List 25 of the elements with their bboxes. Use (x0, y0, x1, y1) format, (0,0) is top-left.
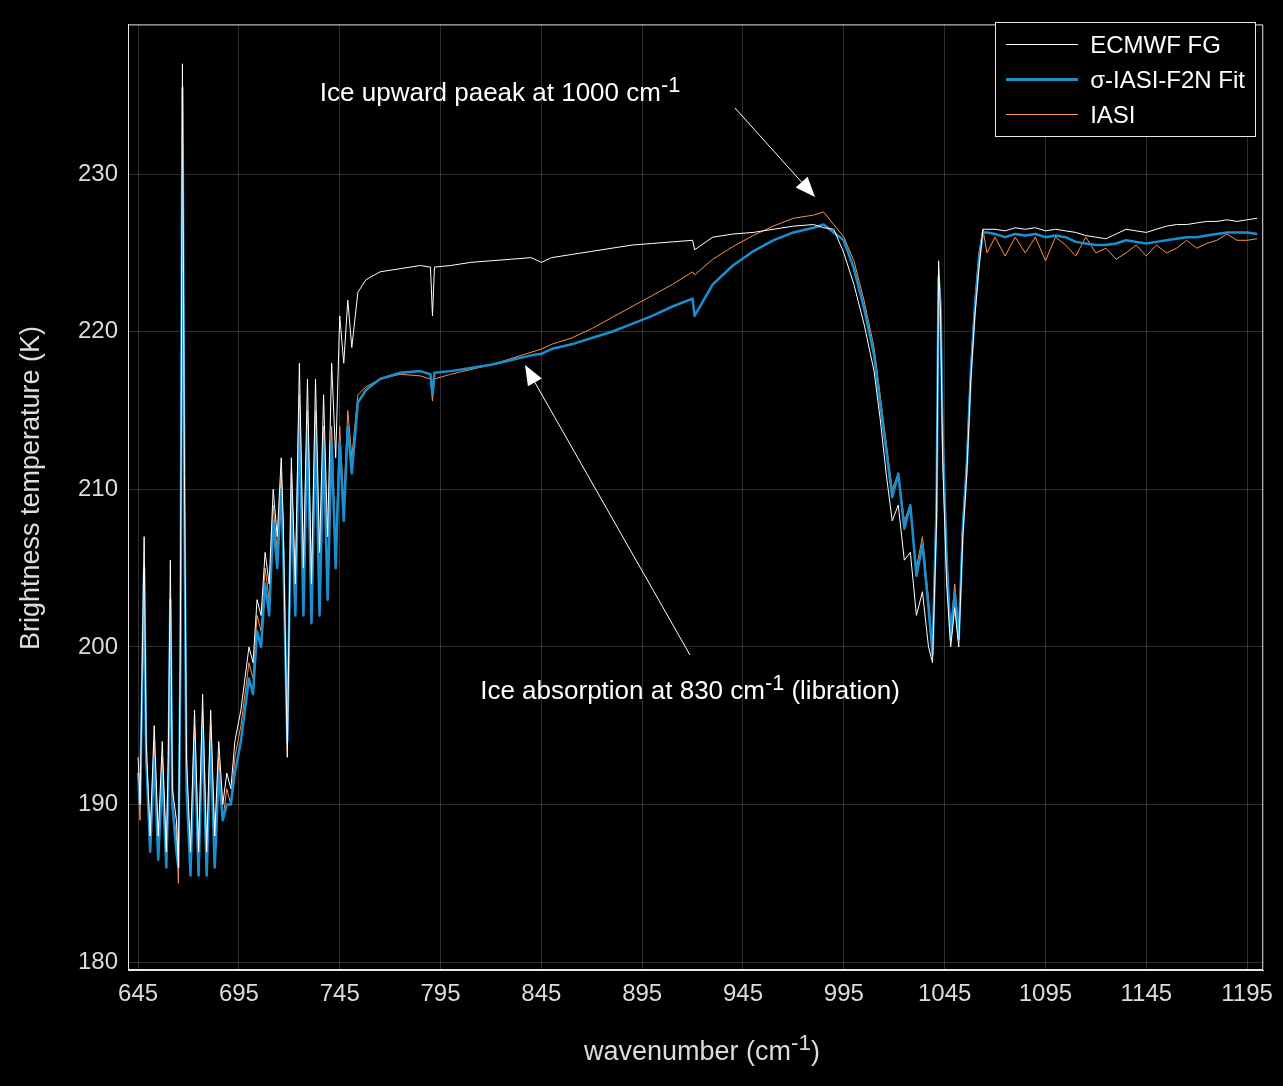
x-tick-label: 945 (722, 979, 764, 1007)
annotation: Ice upward paeak at 1000 cm$^{-1}$ (319, 71, 681, 109)
x-axis-title: wavenumber (cm$^{-1}$) (582, 1030, 822, 1067)
x-tick-label: 995 (823, 979, 864, 1007)
x-tick-label: 1145 (1120, 979, 1173, 1007)
y-tick-label: 210 (77, 473, 118, 501)
annotation: Ice absorption at 830 cm$^{-1}$ (libration) (480, 669, 900, 707)
y-tick-label: 190 (77, 789, 118, 817)
y-tick-label: 230 (77, 158, 118, 186)
y-tick-label: 200 (77, 631, 118, 659)
y-tick-label: 180 (77, 946, 118, 974)
x-tick-label: 845 (521, 979, 562, 1007)
x-tick-label: 745 (319, 979, 360, 1007)
x-tick-label: 1045 (917, 979, 972, 1007)
y-axis-title: Brightness temperature (K) (14, 325, 46, 650)
x-tick-label: 795 (420, 979, 461, 1007)
x-tick-label: 1095 (1018, 979, 1073, 1007)
x-tick-label: 895 (622, 979, 663, 1007)
x-tick-label: 645 (118, 979, 159, 1007)
legend-label: σ-IASI-F2N Fit (1090, 65, 1245, 94)
y-tick-label: 220 (77, 316, 118, 344)
legend-label: IASI (1090, 100, 1136, 129)
x-tick-label: 695 (218, 979, 259, 1007)
x-tick-label: 1195 (1221, 979, 1273, 1007)
legend-label: ECMWF FG (1090, 30, 1221, 59)
